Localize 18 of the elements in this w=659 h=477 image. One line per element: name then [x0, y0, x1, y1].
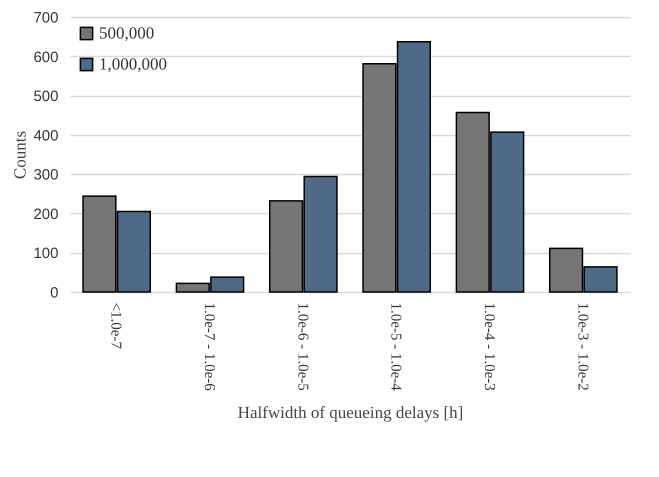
x-axis-title: Halfwidth of queueing delays [h]: [238, 402, 464, 422]
x-tick-label: 1.0e-4 - 1.0e-3: [481, 302, 497, 391]
y-tick-label: 200: [33, 206, 58, 223]
y-tick-label: 500: [33, 88, 58, 106]
y-tick-label: 400: [33, 127, 58, 144]
y-tick-label: 300: [33, 166, 58, 184]
x-tick-label: 1.0e-7 - 1.0e-6: [201, 302, 217, 392]
legend-label: 1,000,000: [99, 54, 167, 74]
x-tick-label: 1.0e-3 - 1.0e-2: [574, 302, 590, 391]
legend-label: 500,000: [99, 24, 154, 42]
y-tick-label: 100: [33, 245, 58, 262]
x-tick-label: <1.0e-7: [108, 302, 124, 350]
y-tick-label: 0: [50, 284, 58, 302]
y-tick-label: 600: [33, 48, 58, 66]
y-tick-label: 700: [33, 10, 58, 26]
x-tick-label: 1.0e-6 - 1.0e-5: [294, 302, 310, 391]
x-tick-label: 1.0e-5 - 1.0e-4: [388, 302, 404, 392]
y-axis-title: Counts: [10, 130, 30, 180]
